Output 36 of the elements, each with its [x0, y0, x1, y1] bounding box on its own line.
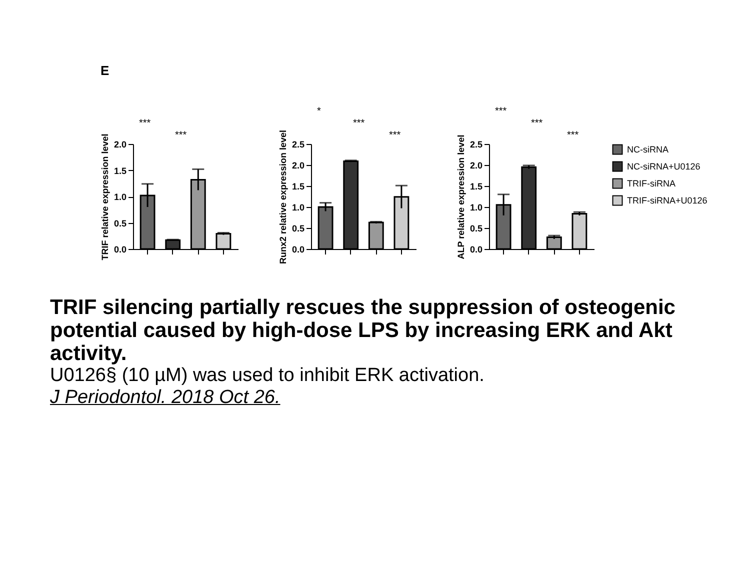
legend-label: NC-siRNA	[627, 144, 668, 154]
text: ***	[389, 130, 401, 141]
text: J Periodontol. 2018 Oct 26.	[50, 387, 282, 409]
y-tick-label: 2.5	[470, 140, 482, 150]
y-axis-title: TRIF relative expression level	[100, 134, 110, 260]
y-tick-label: 0.5	[470, 224, 482, 234]
y-tick-label: 2.5	[292, 140, 304, 150]
y-tick-label: 1.5	[292, 182, 304, 192]
y-tick-label: 2.0	[292, 160, 304, 170]
y-tick-label: 1.5	[470, 182, 482, 192]
text: ***	[353, 118, 365, 129]
text: TRIF silencing partially rescues the suppression of osteogenic potential caused by high-dose LPS by increasing ERK and Akt activity.	[50, 296, 676, 365]
text: ***	[567, 130, 579, 141]
y-tick-label: 1.0	[292, 202, 304, 212]
text: ***	[531, 118, 543, 129]
y-tick-label: 0.0	[114, 244, 126, 254]
chart-title: E	[100, 63, 110, 78]
y-axis-title: ALP relative expression level	[456, 134, 466, 260]
y-tick-label: 1.0	[470, 202, 482, 212]
y-tick-label: 0.5	[114, 218, 126, 228]
y-tick-label: 2.0	[470, 160, 482, 170]
text: ***	[175, 130, 187, 141]
text: U0126§ (10 µM) was used to inhibit ERK activation.	[50, 365, 486, 387]
legend-label: NC-siRNA+U0126	[627, 162, 700, 172]
y-tick-label: 2.0	[114, 140, 126, 150]
y-tick-label: 1.5	[114, 166, 126, 176]
y-axis-title: Runx2 relative expression level	[278, 130, 288, 264]
y-tick-label: 0.0	[470, 244, 482, 254]
text: *	[317, 106, 321, 117]
text: ***	[495, 106, 507, 117]
y-tick-label: 1.0	[114, 192, 126, 202]
y-tick-label: 0.5	[292, 224, 304, 234]
legend-label: TRIF-siRNA+U0126	[627, 196, 708, 206]
y-tick-label: 0.0	[292, 244, 304, 254]
text: ***	[139, 118, 151, 129]
legend-label: TRIF-siRNA	[627, 178, 676, 188]
